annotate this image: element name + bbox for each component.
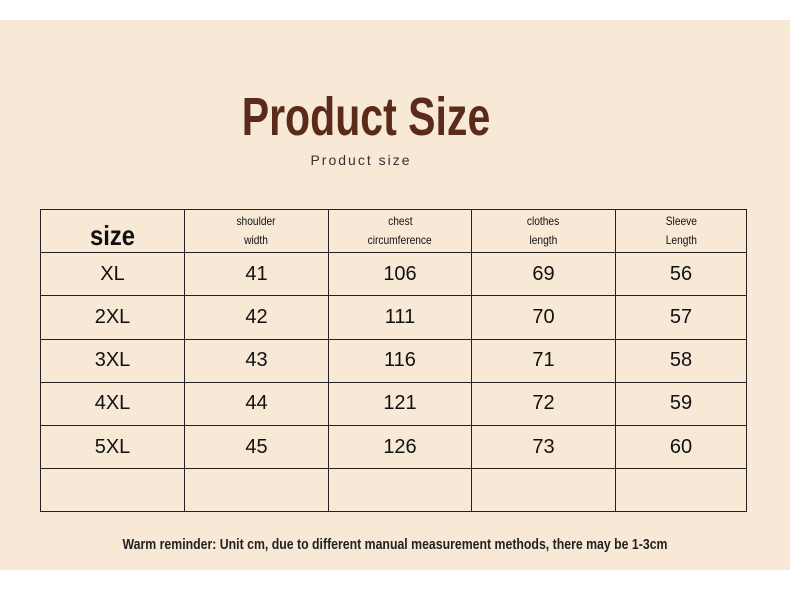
table-cell: 3XL — [40, 338, 185, 383]
cell-text: 58 — [669, 349, 693, 372]
table-cell: 121 — [328, 381, 472, 426]
cell-text: 69 — [532, 262, 555, 285]
table-cell: 73 — [471, 425, 616, 470]
cell-text: XL — [100, 262, 125, 285]
table-cell: XL — [40, 252, 185, 297]
table-cell: 5XL — [40, 425, 185, 470]
table-cell: 43 — [184, 338, 329, 383]
table-cell: 126 — [328, 425, 472, 470]
cell-text: 45 — [245, 435, 268, 458]
table-cell: 106 — [328, 252, 472, 297]
table-cell: 59 — [615, 381, 747, 426]
cell-text: 70 — [532, 305, 555, 328]
cell-text: 42 — [245, 305, 268, 328]
header-text: shoulder — [236, 214, 277, 229]
table-cell: 4XL — [40, 381, 185, 426]
cell-text: 56 — [669, 262, 693, 285]
cell-text: 59 — [669, 392, 693, 415]
table-cell: 56 — [615, 252, 747, 297]
cell-text: 71 — [532, 349, 555, 372]
header-text: clothes — [527, 214, 560, 229]
table-cell: 72 — [471, 381, 616, 426]
header-text: length — [529, 233, 558, 248]
cell-text: 5XL — [94, 435, 131, 458]
header-text: Sleeve — [665, 214, 697, 229]
table-cell: 69 — [471, 252, 616, 297]
table-cell: 71 — [471, 338, 616, 383]
table-cell: 44 — [184, 381, 329, 426]
table-cell: 45 — [184, 425, 329, 470]
cell-text: 106 — [383, 262, 417, 285]
table-cell: 58 — [615, 338, 747, 383]
table-cell: 60 — [615, 425, 747, 470]
cell-text: 73 — [532, 435, 555, 458]
cell-text: 57 — [669, 305, 693, 328]
header-text: circumference — [367, 233, 433, 248]
empty-cell — [40, 468, 185, 513]
cell-text: 121 — [383, 392, 417, 415]
cell-text: 4XL — [94, 392, 131, 415]
empty-cell — [615, 468, 747, 513]
header-text: size — [90, 220, 135, 252]
cell-text: 111 — [384, 305, 416, 328]
empty-cell — [328, 468, 472, 513]
header-cell: chest circumference — [328, 209, 472, 254]
cell-text: 2XL — [94, 305, 131, 328]
table-cell: 57 — [615, 295, 747, 340]
table-cell: 2XL — [40, 295, 185, 340]
header-cell: shoulder width — [184, 209, 329, 254]
header-cell: size — [40, 209, 185, 254]
table-cell: 41 — [184, 252, 329, 297]
title: Product Size — [241, 87, 491, 147]
empty-cell — [471, 468, 616, 513]
empty-cell — [184, 468, 329, 513]
subtitle: Product size — [310, 152, 412, 168]
cell-text: 3XL — [94, 349, 131, 372]
table-cell: 116 — [328, 338, 472, 383]
table-cell: 42 — [184, 295, 329, 340]
table-cell: 70 — [471, 295, 616, 340]
header-text: chest — [387, 214, 413, 229]
footer-note: Warm reminder: Unit cm, due to different… — [122, 536, 668, 553]
panel: Product Size Product size size shoulder wi… — [0, 20, 790, 570]
header-cell: Sleeve Length — [615, 209, 747, 254]
header-text: Length — [665, 233, 697, 248]
cell-text: 116 — [384, 349, 416, 372]
cell-text: 41 — [245, 262, 268, 285]
cell-text: 72 — [532, 392, 555, 415]
header-text: width — [244, 233, 269, 248]
table-cell: 111 — [328, 295, 472, 340]
cell-text: 60 — [669, 435, 693, 458]
cell-text: 44 — [245, 392, 268, 415]
cell-text: 43 — [245, 349, 268, 372]
cell-text: 126 — [383, 435, 417, 458]
header-cell: clothes length — [471, 209, 616, 254]
